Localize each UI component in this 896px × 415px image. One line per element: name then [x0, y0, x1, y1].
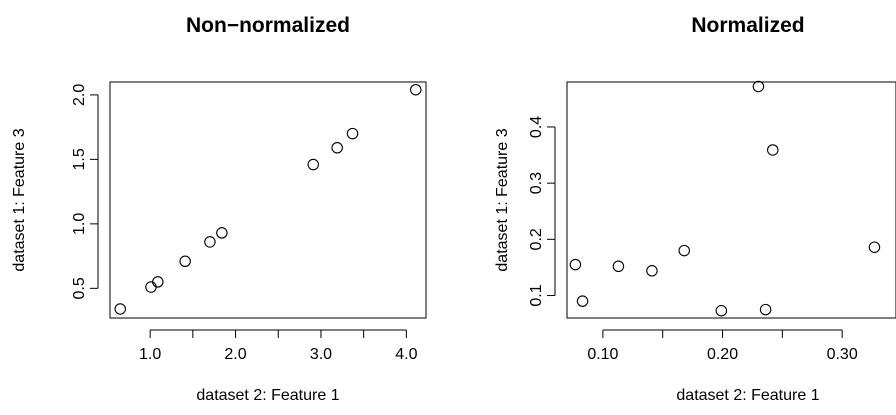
data-point [114, 303, 126, 315]
x-tick-label: 0.20 [707, 346, 738, 363]
x-axis-label: dataset 2: Feature 1 [676, 387, 819, 404]
data-point [752, 80, 765, 93]
y-tick-label: 0.5 [71, 277, 88, 299]
y-tick-label: 0.2 [528, 228, 545, 250]
x-axis: 0.10 0.20 0.30 [587, 329, 858, 363]
y-tick-label: 1.0 [71, 213, 88, 235]
data-point [179, 255, 191, 268]
y-tick-label: 0.3 [528, 172, 545, 194]
data-points [114, 83, 422, 315]
plot-frame [566, 81, 896, 319]
x-tick-label: 0.10 [587, 346, 618, 363]
panel-non-normalized: Non−normalized 1.0 2.0 3.0 4.0 0.5 1.0 1.5 2.0… [11, 14, 427, 404]
x-tick-label: 3.0 [310, 346, 332, 363]
x-axis: 1.0 2.0 3.0 4.0 [139, 329, 418, 363]
data-point [868, 241, 881, 253]
x-tick-label: 2.0 [224, 346, 246, 363]
y-axis: 0.5 1.0 1.5 2.0 [71, 84, 99, 299]
data-point [767, 144, 779, 156]
data-point [346, 127, 359, 140]
y-tick-label: 1.5 [71, 148, 88, 170]
x-tick-label: 0.30 [827, 346, 858, 363]
chart-title: Non−normalized [186, 14, 350, 37]
x-axis-label: dataset 2: Feature 1 [196, 387, 339, 404]
y-axis-label: dataset 1: Feature 3 [11, 128, 28, 271]
chart-title: Normalized [691, 14, 804, 37]
y-axis: 0.1 0.2 0.3 0.4 [528, 116, 556, 307]
data-point [145, 281, 157, 293]
data-points [569, 80, 881, 317]
x-tick-label: 1.0 [139, 346, 161, 363]
y-tick-label: 2.0 [71, 84, 88, 106]
data-point [216, 227, 228, 239]
data-point [759, 303, 772, 316]
y-tick-label: 0.4 [528, 116, 545, 138]
y-tick-label: 0.1 [528, 284, 545, 306]
data-point [678, 244, 690, 257]
panel-normalized: Normalized 0.10 0.20 0.30 0.1 0.2 0.3 0.4 dat… [494, 14, 896, 404]
data-point [646, 265, 658, 277]
plot-frame [109, 81, 427, 319]
data-point [331, 142, 343, 154]
data-point [569, 258, 582, 271]
x-tick-label: 4.0 [395, 346, 417, 363]
data-point [204, 236, 216, 248]
y-axis-label: dataset 1: Feature 3 [494, 128, 511, 271]
data-point [612, 260, 625, 273]
data-point [410, 83, 422, 96]
data-point [715, 304, 728, 317]
data-point [152, 276, 164, 288]
data-point [576, 295, 589, 307]
data-point [307, 158, 320, 171]
